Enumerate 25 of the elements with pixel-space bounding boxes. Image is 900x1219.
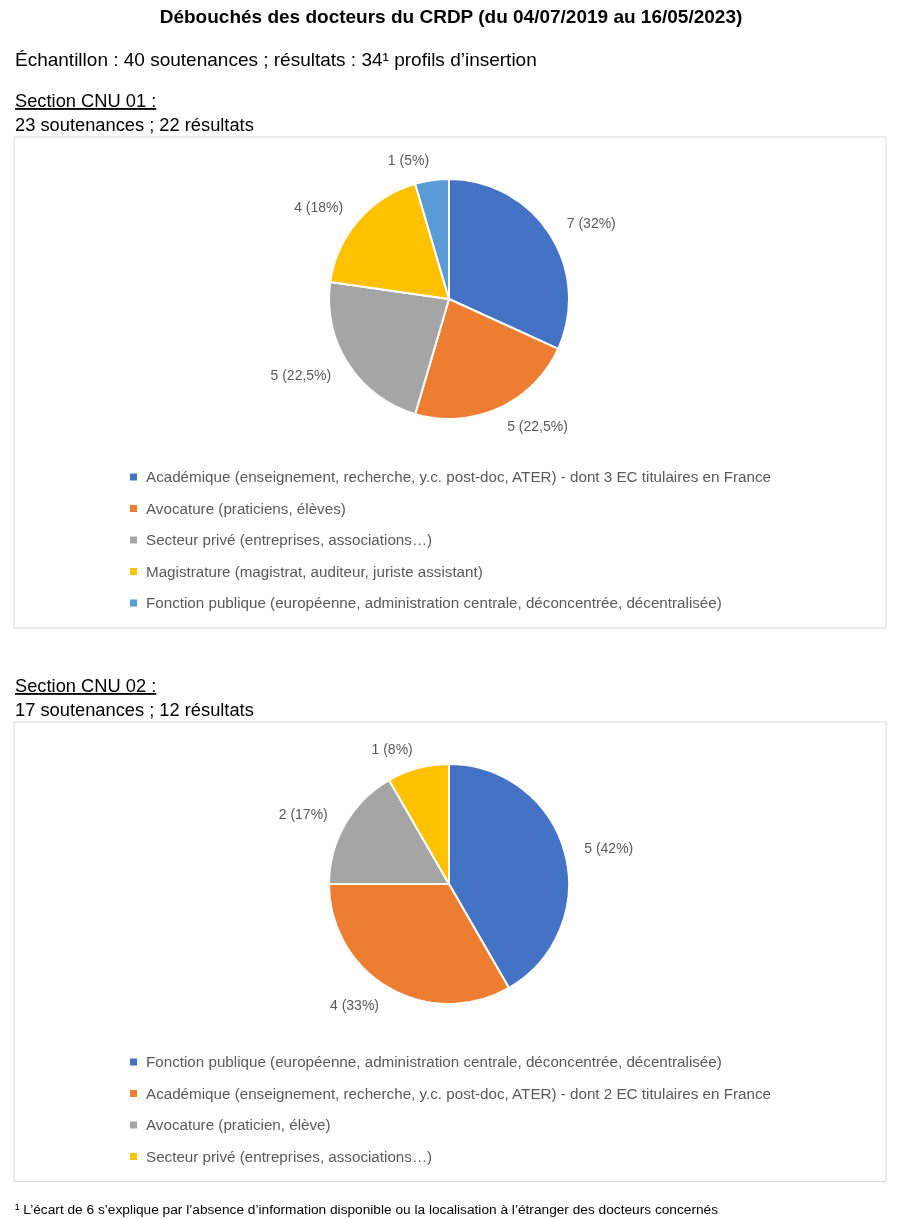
legend-label: Fonction publique (européenne, administration centrale, déconcentrée, décentralisée) <box>146 594 722 612</box>
data-label: 5 (42%) <box>584 839 634 856</box>
legend-label: Académique (enseignement, recherche, y.c. post-doc, ATER) - dont 3 EC titulaires en France <box>146 468 771 486</box>
legend-label: Académique (enseignement, recherche, y.c. post-doc, ATER) - dont 2 EC titulaires en France <box>146 1084 771 1102</box>
text: 17 soutenances ; 12 résultats <box>15 699 254 720</box>
legend-label: Magistrature (magistrat, auditeur, juriste assistant) <box>146 562 483 580</box>
data-label: 7 (32%) <box>566 215 616 232</box>
chart-title: Débouchés des docteurs du CRDP (du 04/07/2019 au 16/05/2023) <box>159 6 743 27</box>
legend-label: Avocature (praticien, élève) <box>146 1116 331 1134</box>
data-label: 4 (33%) <box>329 997 379 1014</box>
text: Section CNU 01 : <box>15 90 157 111</box>
text: Section CNU 02 : <box>15 675 157 696</box>
data-label: 5 (22,5%) <box>270 366 332 383</box>
text: ¹ L’écart de 6 s’explique par l’absence d’information disponible ou la localisation à l’étranger des docteurs concernés <box>15 1201 719 1217</box>
data-label: 2 (17%) <box>278 805 328 822</box>
data-label: 1 (8%) <box>371 740 413 757</box>
legend-label: Avocature (praticiens, élèves) <box>146 499 346 517</box>
text: 23 soutenances ; 22 résultats <box>15 114 254 135</box>
data-label: 5 (22,5%) <box>507 418 568 435</box>
legend-label: Fonction publique (européenne, administration centrale, déconcentrée, décentralisée) <box>146 1053 722 1071</box>
legend-label: Secteur privé (entreprises, associations…) <box>146 531 433 549</box>
legend-label: Secteur privé (entreprises, associations…) <box>146 1147 433 1165</box>
chart-subtitle: Échantillon : 40 soutenances ; résultats : 34¹ profils d’insertion <box>15 49 537 70</box>
data-label: 1 (5%) <box>387 152 430 169</box>
data-label: 4 (18%) <box>294 199 344 216</box>
